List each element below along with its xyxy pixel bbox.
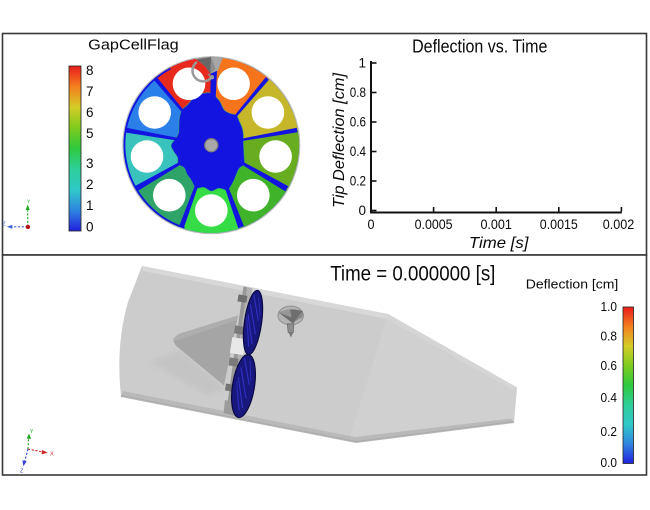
svg-text:0: 0 <box>86 219 94 234</box>
svg-text:Deflection vs. Time: Deflection vs. Time <box>412 35 547 56</box>
svg-text:Deflection [cm]: Deflection [cm] <box>526 276 619 291</box>
svg-text:Y: Y <box>27 200 31 206</box>
svg-text:0.001: 0.001 <box>480 217 512 232</box>
svg-text:0.6: 0.6 <box>350 115 366 130</box>
svg-text:0.0: 0.0 <box>601 455 618 470</box>
svg-text:8: 8 <box>86 63 94 78</box>
svg-text:0.8: 0.8 <box>601 328 618 343</box>
svg-text:Y: Y <box>30 429 34 435</box>
svg-text:0.2: 0.2 <box>601 424 618 439</box>
svg-text:0: 0 <box>368 217 375 232</box>
svg-text:0.8: 0.8 <box>350 85 366 100</box>
svg-text:0.4: 0.4 <box>601 390 618 405</box>
svg-text:0: 0 <box>358 203 366 218</box>
svg-text:0.0005: 0.0005 <box>415 217 453 232</box>
svg-text:1: 1 <box>358 56 366 71</box>
svg-text:Tip Deflection [cm]: Tip Deflection [cm] <box>331 72 348 208</box>
svg-text:Time = 0.000000 [s]: Time = 0.000000 [s] <box>330 262 495 285</box>
svg-text:0.4: 0.4 <box>350 144 367 159</box>
svg-text:1.0: 1.0 <box>601 299 618 314</box>
svg-text:Z: Z <box>20 469 24 475</box>
svg-text:6: 6 <box>86 105 94 120</box>
svg-text:X: X <box>50 452 54 458</box>
svg-text:0.2: 0.2 <box>350 174 366 189</box>
svg-text:7: 7 <box>86 84 94 99</box>
svg-text:5: 5 <box>86 126 94 141</box>
svg-text:0.0015: 0.0015 <box>540 217 578 232</box>
svg-text:2: 2 <box>86 177 94 192</box>
svg-text:Time [s]: Time [s] <box>469 235 529 252</box>
svg-text:0.6: 0.6 <box>601 358 618 373</box>
svg-text:GapCellFlag: GapCellFlag <box>88 37 179 54</box>
svg-text:3: 3 <box>86 156 94 171</box>
svg-text:Z: Z <box>3 222 6 228</box>
svg-text:0.002: 0.002 <box>603 217 635 232</box>
svg-text:1: 1 <box>86 198 94 213</box>
